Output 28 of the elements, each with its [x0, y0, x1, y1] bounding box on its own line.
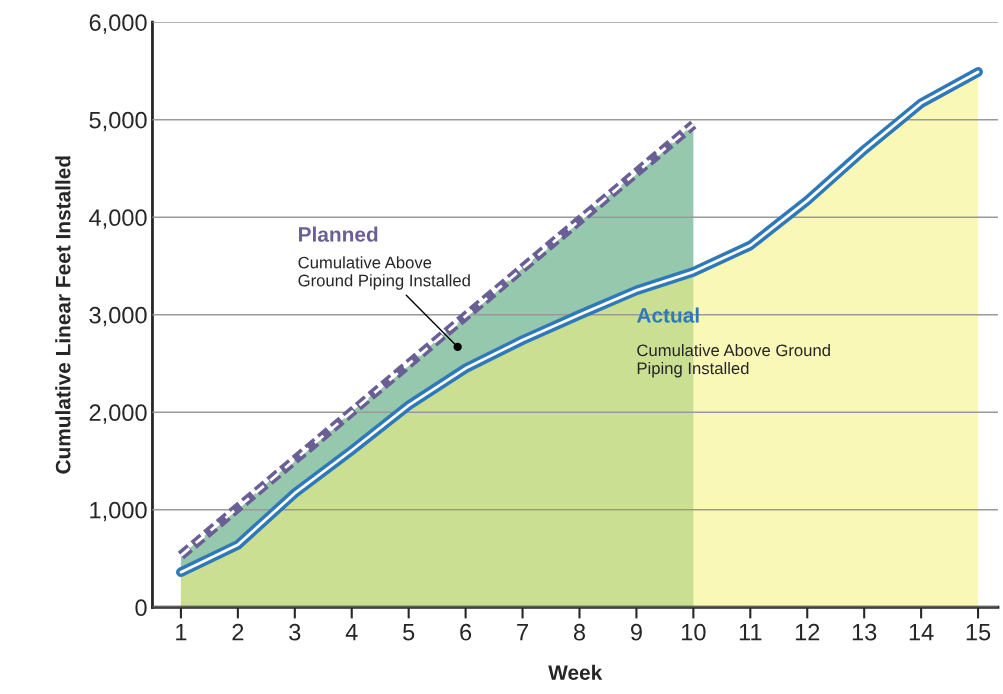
x-tick-label: 7	[517, 624, 528, 641]
x-tick-label: 12	[795, 623, 820, 641]
x-tick-label: 2	[232, 623, 244, 641]
y-tick-label: 2,000	[89, 404, 147, 424]
x-tick-label: 11	[739, 624, 762, 641]
series-label: Actual	[636, 307, 699, 323]
y-tick-label: 0	[135, 599, 147, 617]
x-tick-label: 6	[460, 623, 472, 641]
x-tick-label: 3	[289, 623, 301, 641]
x-tick-label: 4	[345, 624, 358, 641]
annotation: Cumulative Above Ground Piping Installed	[298, 256, 470, 290]
x-tick-label: 5	[403, 624, 415, 641]
text: Planned	[299, 226, 378, 242]
y-tick-label: 4,000	[89, 209, 147, 229]
x-tick-label: 15	[966, 624, 991, 641]
y-axis-title: Cumulative Linear Feet Installed	[55, 156, 71, 474]
y-tick-label: 6,000	[89, 14, 147, 34]
x-tick-label: 1	[176, 624, 187, 641]
y-tick-label: 1,000	[90, 501, 147, 522]
x-tick-label: 14	[909, 624, 934, 641]
y-tick-label: 3,000	[89, 306, 147, 327]
y-tick-label: 5,000	[89, 111, 147, 132]
x-tick-label: 9	[630, 623, 642, 641]
annotation: Cumulative Above Ground Piping Installed	[637, 343, 830, 378]
x-tick-label: 8	[573, 623, 586, 641]
x-tick-label: 13	[852, 623, 877, 641]
x-axis-title: Week	[548, 664, 603, 680]
x-tick-label: 10	[682, 623, 706, 641]
